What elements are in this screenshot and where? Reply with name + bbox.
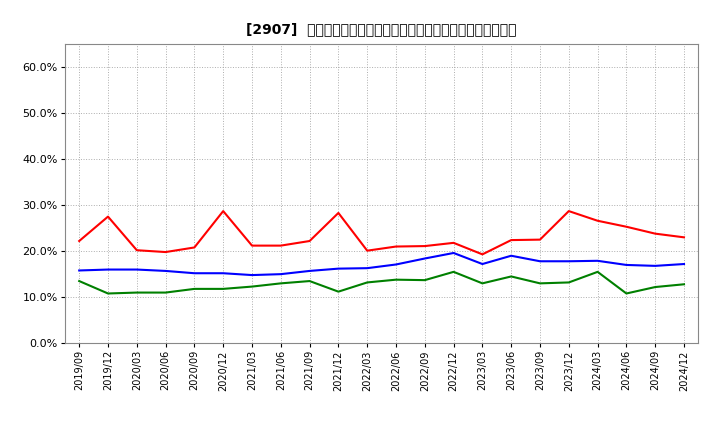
売上債権	[132, 248, 141, 253]
売上債権	[507, 238, 516, 243]
在庫	[651, 263, 660, 268]
買入債務	[392, 277, 400, 282]
在庫	[219, 271, 228, 276]
在庫	[334, 266, 343, 271]
売上債権	[334, 210, 343, 216]
買入債務	[593, 269, 602, 275]
在庫	[507, 253, 516, 258]
在庫	[305, 268, 314, 274]
買入債務	[536, 281, 544, 286]
在庫	[536, 259, 544, 264]
在庫	[104, 267, 112, 272]
売上債権	[75, 238, 84, 244]
Line: 在庫: 在庫	[79, 253, 684, 275]
売上債権	[536, 237, 544, 242]
在庫	[478, 261, 487, 267]
売上債権	[651, 231, 660, 236]
在庫	[363, 265, 372, 271]
在庫	[449, 250, 458, 256]
買入債務	[104, 291, 112, 296]
買入債務	[622, 291, 631, 296]
買入債務	[161, 290, 170, 295]
買入債務	[507, 274, 516, 279]
在庫	[564, 259, 573, 264]
在庫	[622, 262, 631, 268]
在庫	[248, 272, 256, 278]
在庫	[161, 268, 170, 274]
売上債権	[276, 243, 285, 248]
売上債権	[363, 248, 372, 253]
買入債務	[248, 284, 256, 289]
在庫	[680, 261, 688, 267]
買入債務	[305, 279, 314, 284]
買入債務	[334, 289, 343, 294]
買入債務	[219, 286, 228, 292]
Line: 売上債権: 売上債権	[79, 211, 684, 254]
売上債権	[449, 240, 458, 246]
売上債権	[622, 224, 631, 229]
売上債権	[478, 252, 487, 257]
買入債務	[190, 286, 199, 292]
買入債務	[276, 281, 285, 286]
買入債務	[478, 281, 487, 286]
売上債権	[680, 235, 688, 240]
売上債権	[305, 238, 314, 244]
買入債務	[651, 284, 660, 290]
売上債権	[564, 209, 573, 214]
買入債務	[449, 269, 458, 275]
売上債権	[219, 209, 228, 214]
買入債務	[564, 280, 573, 285]
売上債権	[161, 249, 170, 255]
買入債務	[75, 279, 84, 284]
売上債権	[104, 214, 112, 219]
在庫	[276, 271, 285, 277]
在庫	[132, 267, 141, 272]
在庫	[392, 262, 400, 267]
在庫	[75, 268, 84, 273]
在庫	[593, 258, 602, 264]
売上債権	[190, 245, 199, 250]
買入債務	[420, 278, 429, 283]
在庫	[420, 256, 429, 261]
売上債権	[593, 218, 602, 224]
Title: [2907]  売上債権、在庫、買入債務の総資産に対する比率の推移: [2907] 売上債権、在庫、買入債務の総資産に対する比率の推移	[246, 22, 517, 36]
買入債務	[363, 280, 372, 285]
売上債権	[248, 243, 256, 248]
売上債権	[392, 244, 400, 249]
買入債務	[680, 282, 688, 287]
Line: 買入債務: 買入債務	[79, 272, 684, 293]
売上債権	[420, 243, 429, 249]
在庫	[190, 271, 199, 276]
買入債務	[132, 290, 141, 295]
